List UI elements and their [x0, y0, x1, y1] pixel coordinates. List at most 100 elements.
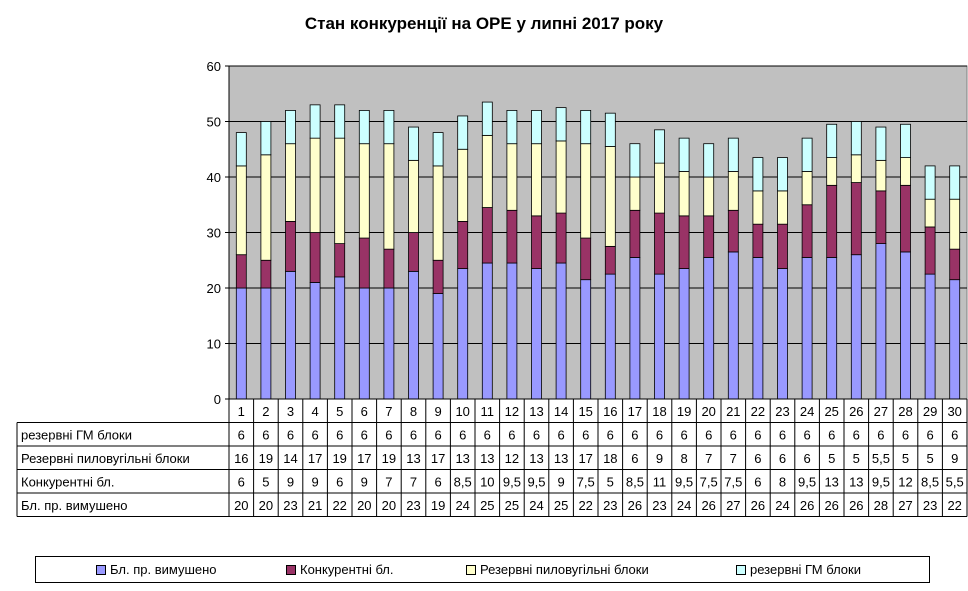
bar-segment — [309, 282, 321, 400]
data-label: 25 — [480, 498, 494, 513]
bar-segment — [727, 209, 739, 253]
data-label: 6 — [336, 474, 343, 489]
bar-segment — [678, 215, 690, 269]
bar-segment — [752, 190, 764, 225]
data-label: 26 — [701, 498, 715, 513]
x-tick-label: 8 — [410, 404, 417, 419]
data-label: 6 — [877, 427, 884, 442]
data-label: 7 — [410, 474, 417, 489]
data-label: 24 — [455, 498, 469, 513]
bar-segment — [826, 157, 838, 186]
data-label: 25 — [554, 498, 568, 513]
bar-segment — [432, 165, 444, 261]
data-label: 17 — [578, 451, 592, 466]
data-label: 6 — [508, 427, 515, 442]
x-tick-label: 4 — [311, 404, 318, 419]
bar-segment — [580, 143, 592, 239]
data-label: 7,5 — [724, 474, 742, 489]
data-label: 6 — [557, 427, 564, 442]
data-label: 14 — [283, 451, 297, 466]
x-tick-label: 12 — [505, 404, 519, 419]
bar-segment — [752, 223, 764, 258]
data-label: 24 — [775, 498, 789, 513]
data-label: 6 — [607, 427, 614, 442]
data-label: 27 — [898, 498, 912, 513]
data-label: 23 — [406, 498, 420, 513]
data-label: 19 — [382, 451, 396, 466]
bar-segment — [949, 198, 961, 250]
data-label: 6 — [459, 427, 466, 442]
bar-segment — [285, 270, 296, 400]
data-label: 13 — [455, 451, 469, 466]
data-label: 6 — [730, 427, 737, 442]
bar-segment — [408, 159, 419, 233]
bar-segment — [457, 268, 469, 400]
data-label: 9 — [361, 474, 368, 489]
data-label: 20 — [259, 498, 273, 513]
bar-segment — [826, 123, 838, 158]
data-label: 13 — [849, 474, 863, 489]
x-tick-label: 30 — [947, 404, 961, 419]
x-tick-label: 26 — [849, 404, 863, 419]
bar-segment — [678, 171, 690, 217]
bar-segment — [432, 132, 444, 167]
data-label: 6 — [434, 474, 441, 489]
bar-segment — [703, 176, 715, 217]
bar-segment — [285, 220, 296, 272]
bar-segment — [383, 143, 395, 250]
bar-segment — [334, 137, 346, 244]
data-label: 5 — [853, 451, 860, 466]
data-label: 11 — [653, 474, 667, 489]
x-tick-label: 6 — [361, 404, 368, 419]
data-label: 6 — [779, 427, 786, 442]
bar-segment — [580, 110, 592, 145]
bar-segment — [801, 137, 813, 172]
bar-segment — [629, 209, 641, 258]
data-label: 13 — [480, 451, 494, 466]
bar-segment — [457, 115, 469, 150]
data-label: 6 — [779, 451, 786, 466]
bar-segment — [654, 273, 665, 400]
data-label: 10 — [480, 474, 494, 489]
bar-segment — [555, 212, 567, 264]
bar-segment — [531, 268, 542, 400]
bar-segment — [875, 126, 887, 161]
x-tick-label: 24 — [800, 404, 814, 419]
data-label: 22 — [578, 498, 592, 513]
bar-segment — [358, 237, 370, 289]
bar-segment — [752, 157, 764, 192]
data-label: 28 — [874, 498, 888, 513]
bar-segment — [900, 123, 911, 158]
data-label: 6 — [631, 427, 638, 442]
data-label: 5,5 — [946, 474, 964, 489]
data-label: 9,5 — [675, 474, 693, 489]
bar-segment — [752, 257, 764, 400]
bar-segment — [727, 171, 739, 211]
x-tick-label: 17 — [628, 404, 642, 419]
data-label: 26 — [849, 498, 863, 513]
data-label: 6 — [361, 427, 368, 442]
bar-segment — [777, 268, 788, 400]
x-tick-label: 11 — [481, 404, 495, 419]
data-label: 19 — [431, 498, 445, 513]
x-tick-label: 23 — [775, 404, 789, 419]
bar-segment — [555, 107, 567, 142]
data-label: 20 — [357, 498, 371, 513]
bar-segment — [334, 243, 346, 278]
bar-segment — [432, 293, 444, 400]
y-tick-label: 0 — [214, 392, 221, 407]
table-row-header: Бл. пр. вимушено — [21, 498, 128, 513]
data-label: 24 — [529, 498, 543, 513]
data-label: 26 — [751, 498, 765, 513]
bar-segment — [629, 257, 641, 400]
data-label: 5 — [828, 451, 835, 466]
data-label: 26 — [800, 498, 814, 513]
data-label: 24 — [677, 498, 691, 513]
data-label: 23 — [283, 498, 297, 513]
data-label: 9,5 — [872, 474, 890, 489]
bar-segment — [654, 162, 665, 214]
bar-segment — [703, 215, 715, 258]
x-tick-label: 10 — [455, 404, 469, 419]
data-label: 6 — [533, 427, 540, 442]
data-label: 9 — [951, 451, 958, 466]
